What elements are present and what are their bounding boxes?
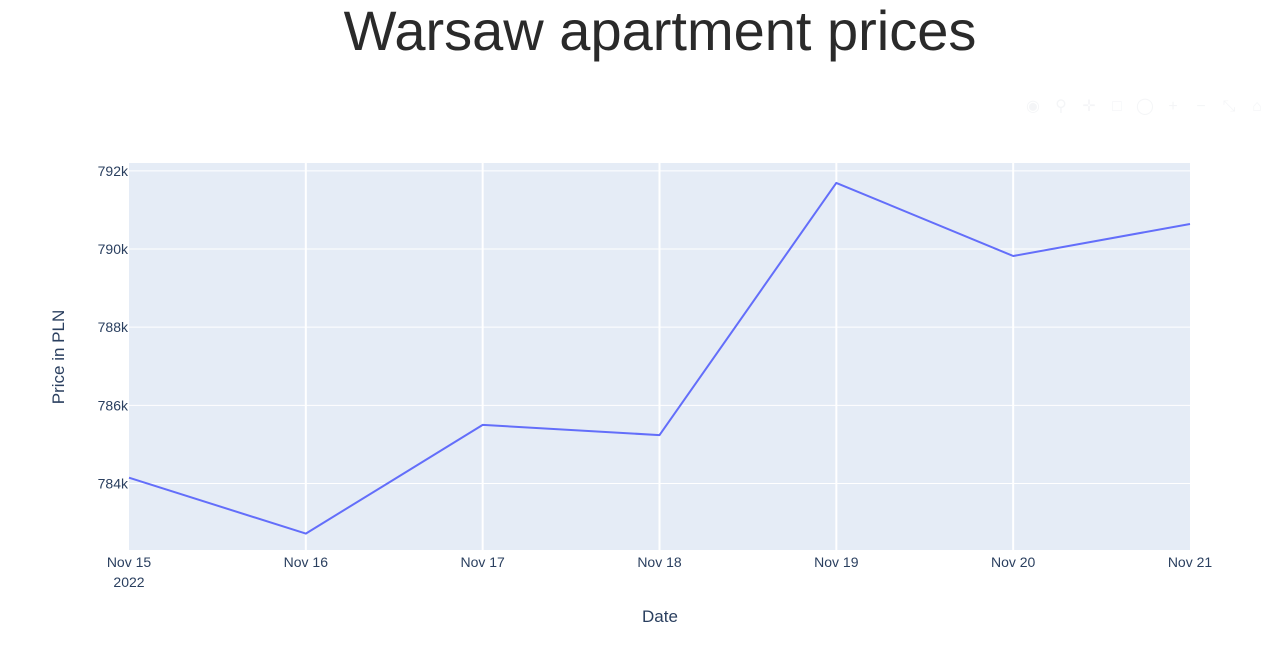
y-tick-label: 784k [98, 476, 129, 492]
reset-axes-icon[interactable]: ⌂ [1252, 98, 1262, 115]
y-axis-ticks: 784k 786k 788k 790k 792k [98, 163, 129, 492]
x-tick-label: Nov 20 [991, 554, 1036, 570]
x-tick-label: Nov 16 [284, 554, 329, 570]
x-axis-title: Date [642, 607, 678, 626]
pan-icon[interactable]: ✛ [1082, 98, 1096, 115]
autoscale-icon[interactable]: ⤡ [1222, 98, 1236, 115]
lasso-icon[interactable]: ◯ [1136, 98, 1154, 115]
chart-title: Warsaw apartment prices [344, 0, 977, 62]
y-axis-title: Price in PLN [49, 310, 68, 404]
x-tick-label: Nov 18 [637, 554, 682, 570]
y-tick-label: 786k [98, 397, 129, 413]
x-tick-label: Nov 21 [1168, 554, 1213, 570]
x-tick-label: Nov 19 [814, 554, 859, 570]
modebar: ◉ ⚲ ✛ □ ◯ + − ⤡ ⌂ ▤ [1022, 96, 1277, 122]
x-tick-label: Nov 17 [460, 554, 505, 570]
box-select-icon[interactable]: □ [1112, 98, 1122, 115]
zoom-out-icon[interactable]: − [1196, 98, 1206, 115]
grid [129, 163, 1190, 550]
zoom-icon[interactable]: ⚲ [1055, 98, 1067, 115]
x-axis-ticks: Nov 15 Nov 16 Nov 17 Nov 18 Nov 19 Nov 20 Nov … [107, 554, 1213, 590]
camera-icon[interactable]: ◉ [1026, 98, 1040, 115]
y-tick-label: 792k [98, 163, 129, 179]
zoom-in-icon[interactable]: + [1168, 98, 1178, 115]
x-tick-label: Nov 15 [107, 554, 152, 570]
x-tick-year-label: 2022 [113, 574, 144, 590]
y-tick-label: 790k [98, 241, 129, 257]
series-layer [128, 181, 1191, 535]
y-tick-label: 788k [98, 319, 129, 335]
series-line [128, 181, 1191, 535]
